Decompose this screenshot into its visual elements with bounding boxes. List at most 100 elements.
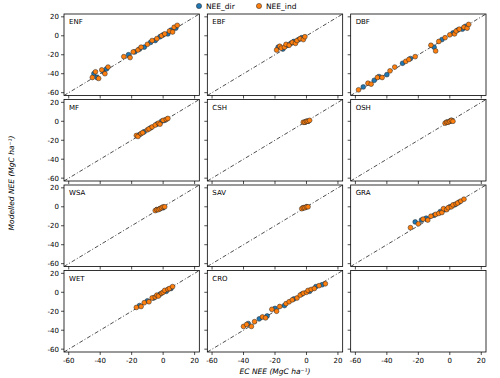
point [103,71,108,76]
x-tick [355,352,356,355]
y-tick [204,349,207,350]
y-tick [61,349,64,350]
point [131,50,136,55]
x-tick [163,181,164,184]
x-tick [355,96,356,99]
point [436,39,441,44]
data-area [207,271,342,353]
point [375,75,380,80]
point [140,130,145,135]
y-tick [204,178,207,179]
x-tick [418,181,419,184]
y-tick [348,92,351,93]
x-tick [355,181,356,184]
point [380,75,385,80]
x-tick [100,352,101,355]
y-tick [348,273,351,274]
one-to-one-line [64,14,199,96]
y-tick [61,159,64,160]
point [443,35,448,40]
y-tick [204,102,207,103]
x-tick [275,96,276,99]
x-tick [243,352,244,355]
y-tick [348,225,351,226]
x-axis-label: EC NEE (MgC ha⁻¹) [240,367,311,376]
point [369,82,374,87]
data-area [351,100,486,182]
x-tick [68,181,69,184]
plot-frame [351,100,486,182]
x-tick [100,96,101,99]
point [154,36,159,41]
y-tick [348,206,351,207]
y-tick [348,35,351,36]
y-tick-label: -20 [48,222,59,230]
data-area [351,14,486,96]
point [356,87,361,92]
x-tick [449,267,450,270]
plot-frame [351,271,486,353]
point [142,300,147,305]
panel-title: WSA [69,189,85,197]
y-tick [61,292,64,293]
point [451,119,456,124]
point [462,197,467,202]
x-tick [243,267,244,270]
y-tick [61,330,64,331]
plot-frame [351,14,486,96]
y-tick [348,330,351,331]
data-area [207,100,342,182]
point [139,45,144,50]
x-tick [418,267,419,270]
x-tick [481,267,482,270]
point [277,304,282,309]
y-tick-label: -60 [48,346,59,354]
y-tick [348,102,351,103]
x-tick-label: -60 [63,357,74,365]
x-tick [68,96,69,99]
x-tick [163,96,164,99]
x-tick [306,181,307,184]
y-tick [61,263,64,264]
y-tick-label: 20 [50,270,59,278]
y-tick [204,140,207,141]
x-tick [212,267,213,270]
panel: EBF [204,14,342,99]
plot-frame [64,100,199,182]
point [263,315,268,320]
y-tick [61,225,64,226]
y-tick-label: -40 [48,241,59,249]
y-tick-label: -40 [48,156,59,164]
panel-title: OSH [356,104,371,112]
y-tick [348,244,351,245]
y-tick-label: -60 [48,175,59,183]
point [162,32,167,37]
x-tick [100,267,101,270]
point [317,283,322,288]
panel: -60-40-20020MF [48,99,200,184]
point [307,118,312,123]
y-tick [348,292,351,293]
panel: -60-40-20020ENF [48,13,200,98]
y-tick [61,178,64,179]
x-tick-label: -60 [206,357,217,365]
x-tick-label: -60 [350,357,361,365]
x-tick-label: 20 [190,357,199,365]
x-tick [194,352,195,355]
x-tick [131,181,132,184]
y-tick [61,92,64,93]
x-tick [481,96,482,99]
point [447,32,452,37]
x-tick [275,267,276,270]
point [302,34,307,39]
point [466,22,471,27]
panel-title: MF [69,104,79,112]
panel: -60-40-20020CRO [204,271,342,366]
point [306,204,311,209]
x-tick-label: 20 [477,357,486,365]
point [244,322,249,327]
data-area [207,14,342,96]
point [274,309,279,314]
plot-frame [64,14,199,96]
point [290,297,295,302]
